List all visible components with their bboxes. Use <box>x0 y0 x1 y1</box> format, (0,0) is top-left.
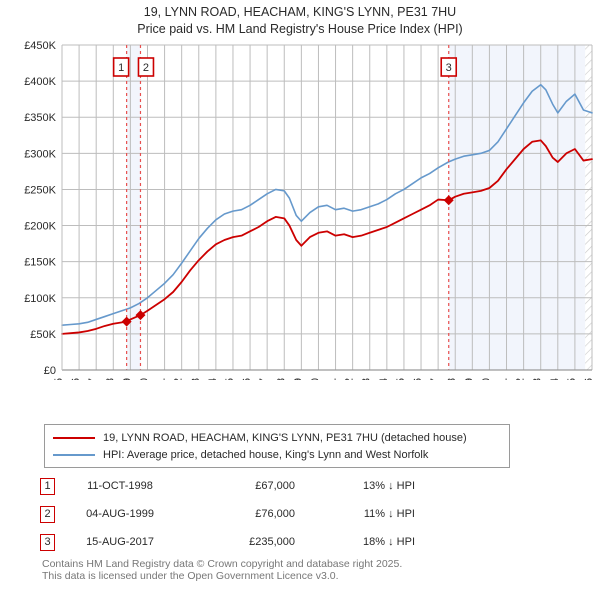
x-axis-tick-label: 2007 <box>258 378 270 380</box>
y-axis-tick-label: £50K <box>30 329 56 341</box>
x-axis-tick-label: 2020 <box>480 378 492 380</box>
transactions-table: 1 11-OCT-1998 £67,000 13% ↓ HPI 2 04-AUG… <box>40 472 470 556</box>
shaded-band-2 <box>448 45 592 370</box>
transaction-price: £235,000 <box>249 536 295 548</box>
y-axis-tick-label: £0 <box>44 365 56 377</box>
transaction-data-point <box>443 195 454 206</box>
x-axis-tick-label: 2025 <box>566 378 578 380</box>
legend-swatch-property <box>53 436 95 439</box>
x-axis-tick-label: 2024 <box>549 378 561 380</box>
legend-swatch-hpi <box>53 453 95 456</box>
svg-text:2: 2 <box>143 62 149 74</box>
footer-line-2: This data is licensed under the Open Gov… <box>42 570 339 582</box>
transaction-marker-badge: 1 <box>40 477 55 495</box>
price-chart: £0 £50K £100K £150K £200K £250K £300K £350K £400… <box>0 40 600 380</box>
svg-text:3: 3 <box>446 62 452 74</box>
x-axis-tick-label: 2011 <box>327 378 339 380</box>
x-axis-tick-label: 1998 <box>104 378 116 380</box>
table-row: 2 04-AUG-1999 £76,000 11% ↓ HPI <box>40 500 470 528</box>
series-line-property <box>61 139 593 335</box>
x-axis-tick-label: 2006 <box>241 378 253 380</box>
transaction-price: £76,000 <box>255 508 295 520</box>
y-axis-tick-label: £450K <box>24 40 56 52</box>
chart-marker-badge-3: 3 <box>440 57 458 77</box>
y-axis-tick-label: £250K <box>24 184 56 196</box>
x-axis-tick-label: 2000 <box>138 378 150 380</box>
y-axis-tick-label: £100K <box>24 293 56 305</box>
legend-item-hpi: HPI: Average price, detached house, King… <box>51 446 503 463</box>
x-axis-tick-label: 2001 <box>156 378 168 380</box>
transaction-data-point <box>135 310 146 321</box>
x-axis-tick-label: 2003 <box>190 378 202 380</box>
footer-line-1: Contains HM Land Registry data © Crown c… <box>42 558 403 570</box>
transaction-marker-badge: 2 <box>40 505 55 523</box>
page-title: 19, LYNN ROAD, HEACHAM, KING'S LYNN, PE3… <box>0 4 600 38</box>
x-axis-tick-label: 2013 <box>361 378 373 380</box>
legend-label-property: 19, LYNN ROAD, HEACHAM, KING'S LYNN, PE3… <box>103 431 467 444</box>
table-row: 3 15-AUG-2017 £235,000 18% ↓ HPI <box>40 528 470 556</box>
x-axis-tick-label: 2022 <box>515 378 527 380</box>
x-axis-tick-label: 1999 <box>121 378 133 380</box>
chart-canvas: £0 £50K £100K £150K £200K £250K £300K £350K £400… <box>24 40 595 380</box>
x-axis-tick-label: 2017 <box>429 378 441 380</box>
transaction-date: 04-AUG-1999 <box>86 508 154 520</box>
x-axis-tick-label: 1997 <box>87 378 99 380</box>
x-axis-tick-label: 2021 <box>498 378 510 380</box>
x-axis-tick-label: 1995 <box>53 378 65 380</box>
x-axis-tick-label: 2009 <box>292 378 304 380</box>
y-axis-tick-label: £150K <box>24 257 56 269</box>
x-axis-tick-label: 2019 <box>463 378 475 380</box>
transaction-date: 15-AUG-2017 <box>86 536 154 548</box>
transaction-price: £67,000 <box>255 480 295 492</box>
chart-legend: 19, LYNN ROAD, HEACHAM, KING'S LYNN, PE3… <box>44 424 510 468</box>
transaction-data-point <box>121 316 132 327</box>
x-axis-tick-label: 2015 <box>395 378 407 380</box>
x-axis-tick-label: 2018 <box>446 378 458 380</box>
y-axis-tick-label: £400K <box>24 76 56 88</box>
legend-label-hpi: HPI: Average price, detached house, King… <box>103 448 429 461</box>
x-axis-tick-label: 2023 <box>532 378 544 380</box>
x-axis-tick-label: 2016 <box>412 378 424 380</box>
x-axis-tick-label: 2002 <box>173 378 185 380</box>
hatched-region <box>585 45 592 370</box>
title-line-2: Price paid vs. HM Land Registry's House … <box>137 22 463 36</box>
transaction-hpi-delta: 18% ↓ HPI <box>363 536 415 548</box>
chart-marker-badge-1: 1 <box>112 57 130 77</box>
y-axis-tick-label: £350K <box>24 112 56 124</box>
transaction-date: 11-OCT-1998 <box>87 480 153 492</box>
svg-text:1: 1 <box>118 62 124 74</box>
x-axis-tick-label: 2008 <box>275 378 287 380</box>
table-row: 1 11-OCT-1998 £67,000 13% ↓ HPI <box>40 472 470 500</box>
transaction-marker-badge: 3 <box>40 533 55 551</box>
x-axis-tick-label: 2004 <box>207 378 219 380</box>
chart-marker-badge-2: 2 <box>137 57 155 77</box>
x-axis-tick-label: 2026 <box>583 378 595 380</box>
y-axis-tick-label: £200K <box>24 221 56 233</box>
footer-attribution: Contains HM Land Registry data © Crown c… <box>42 558 582 582</box>
x-axis-tick-label: 2005 <box>224 378 236 380</box>
y-axis-tick-label: £300K <box>24 148 56 160</box>
x-axis-tick-label: 2010 <box>309 378 321 380</box>
series-line-hpi <box>61 83 593 327</box>
legend-item-property: 19, LYNN ROAD, HEACHAM, KING'S LYNN, PE3… <box>51 429 503 446</box>
transaction-hpi-delta: 11% ↓ HPI <box>363 508 415 520</box>
x-axis-tick-label: 2012 <box>344 378 356 380</box>
x-axis-tick-label: 1996 <box>70 378 82 380</box>
transaction-hpi-delta: 13% ↓ HPI <box>363 480 415 492</box>
title-line-1: 19, LYNN ROAD, HEACHAM, KING'S LYNN, PE3… <box>143 5 457 19</box>
x-axis-tick-label: 2014 <box>378 378 390 380</box>
